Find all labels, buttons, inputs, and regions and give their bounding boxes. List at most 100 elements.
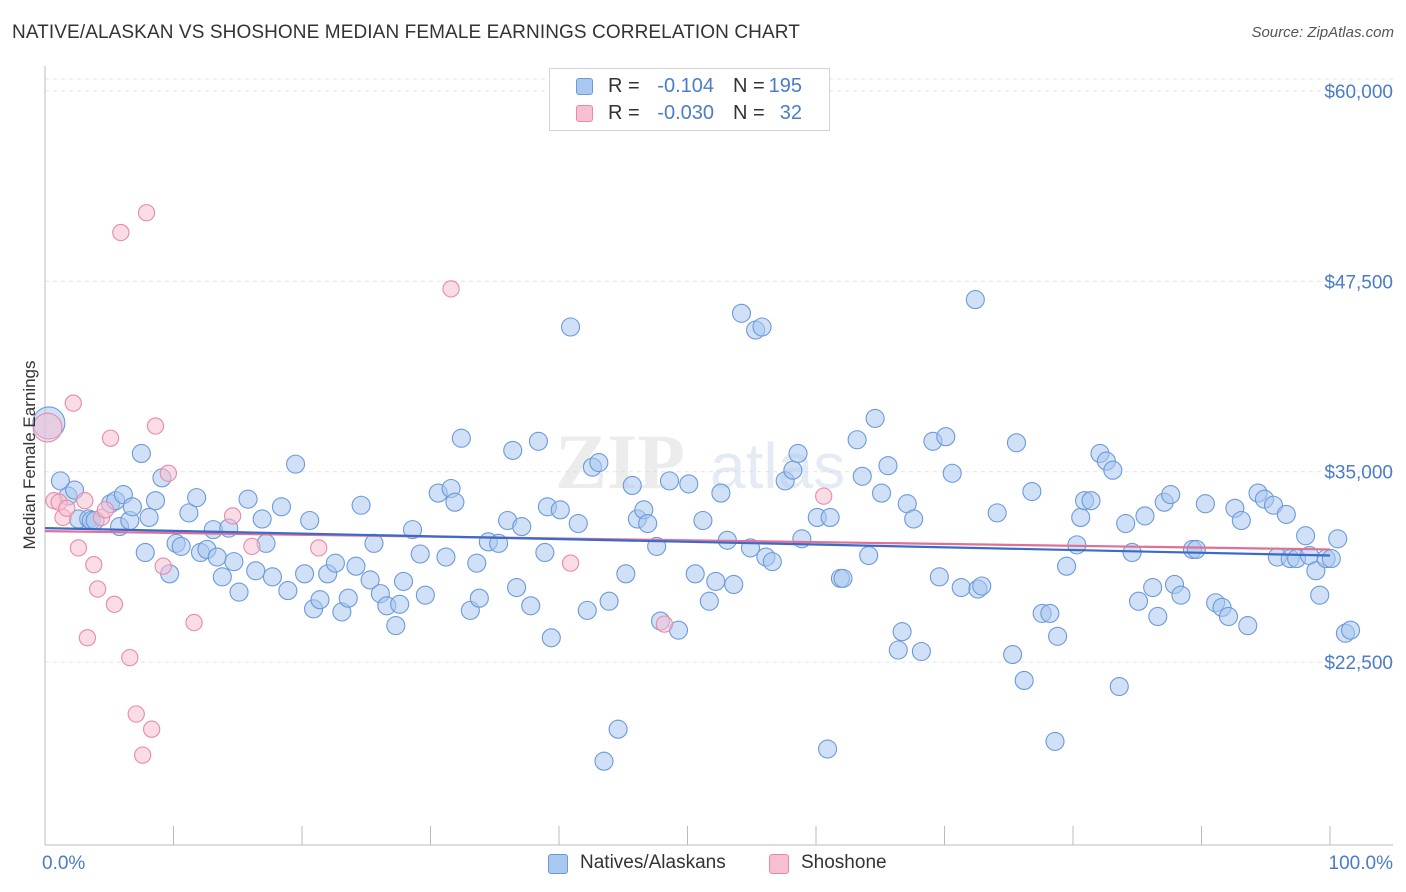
natives-point	[351, 495, 371, 515]
natives-point	[507, 577, 527, 598]
natives-point	[521, 596, 541, 616]
shoshone-point	[243, 537, 261, 556]
natives-point	[131, 443, 151, 464]
legend-n-value: 32	[779, 102, 802, 124]
natives-point	[187, 488, 207, 508]
natives-point	[936, 427, 956, 447]
natives-point	[229, 582, 249, 602]
natives-point	[1128, 591, 1149, 611]
natives-point	[685, 564, 705, 584]
natives-point	[788, 443, 808, 464]
natives-point	[451, 428, 471, 448]
natives-point	[402, 520, 423, 540]
y-tick-label: $22,500	[1324, 653, 1393, 674]
natives-point	[762, 552, 782, 572]
legend-r-value: -0.104	[657, 75, 714, 97]
natives-point	[577, 600, 597, 620]
natives-point	[1218, 606, 1239, 627]
shoshone-point	[137, 204, 156, 222]
natives-point	[1116, 513, 1136, 534]
natives-point	[469, 588, 489, 608]
natives-point	[1195, 494, 1215, 514]
shoshone-point	[64, 394, 82, 412]
natives-point	[1321, 549, 1341, 569]
shoshone-point	[112, 223, 130, 242]
x-tick-label-max: 100.0%	[1329, 853, 1394, 874]
shoshone-point	[69, 539, 88, 557]
shoshone-trend-line	[44, 530, 1331, 551]
natives-point	[871, 483, 892, 503]
natives-point	[436, 547, 456, 567]
shoshone-point	[561, 554, 580, 572]
natives-point	[386, 616, 406, 636]
natives-point	[467, 553, 487, 573]
natives-point	[942, 463, 962, 483]
natives-point	[888, 640, 908, 660]
natives-point	[271, 497, 291, 517]
natives-point	[390, 594, 410, 614]
y-tick-label: $35,000	[1324, 463, 1393, 484]
natives-point	[1040, 603, 1060, 623]
bottom-legend-label-shoshone: Shoshone	[801, 852, 887, 873]
natives-point	[589, 453, 609, 473]
bottom-legend-swatch-shoshone	[769, 854, 789, 874]
natives-point	[1186, 539, 1206, 559]
tick-labels: $22,500 $35,000 $47,500 $60,000 0.0% 100.0%	[42, 82, 1393, 874]
natives-point	[1143, 577, 1163, 598]
natives-point	[50, 471, 70, 491]
natives-point	[965, 290, 985, 310]
natives-point	[364, 533, 384, 553]
natives-point	[528, 431, 548, 451]
shoshone-point	[655, 615, 674, 633]
natives-point	[360, 570, 380, 590]
natives-point	[724, 574, 744, 595]
natives-point	[929, 567, 949, 587]
natives-point	[1045, 731, 1065, 751]
natives-point	[659, 471, 680, 491]
natives-point	[295, 564, 315, 584]
shoshone-point	[442, 280, 460, 298]
natives-point	[300, 510, 320, 531]
shoshone-point	[146, 417, 165, 435]
shoshone-point	[76, 492, 94, 510]
bottom-legend-label-natives: Natives/Alaskans	[580, 852, 726, 873]
natives-point	[847, 430, 867, 450]
natives-point	[393, 571, 414, 591]
natives-point	[535, 542, 555, 563]
natives-point	[1057, 556, 1077, 576]
natives-point	[561, 317, 581, 337]
watermark: ZIP atlas	[555, 418, 845, 505]
natives-point	[1328, 529, 1348, 549]
shoshone-point	[105, 595, 124, 613]
natives-point	[852, 466, 872, 486]
natives-point	[541, 628, 561, 648]
natives-point	[325, 553, 345, 573]
natives-point	[415, 585, 435, 605]
natives-point	[207, 547, 227, 567]
natives-point	[410, 544, 430, 564]
natives-point	[1006, 433, 1027, 453]
natives-point	[833, 568, 853, 588]
natives-point	[594, 751, 614, 771]
natives-point	[783, 460, 803, 480]
natives-point	[1048, 626, 1068, 646]
y-tick-label: $47,500	[1324, 272, 1393, 293]
y-axis-title: Median Female Earnings	[20, 361, 39, 550]
natives-point	[338, 588, 358, 608]
shoshone-point	[159, 464, 178, 482]
legend-n-value: 195	[768, 75, 802, 97]
natives-point	[731, 303, 752, 323]
natives-point	[568, 513, 588, 534]
legend-n-label: N =	[733, 102, 765, 124]
natives-point	[1081, 491, 1101, 511]
natives-point	[286, 454, 306, 474]
shoshone-point	[101, 429, 120, 447]
natives-point	[1306, 561, 1326, 581]
source-label: Source: ZipAtlas.com	[1251, 24, 1394, 41]
natives-point	[224, 552, 244, 572]
natives-point	[1341, 620, 1361, 640]
shoshone-point	[154, 557, 172, 575]
natives-point	[608, 719, 628, 739]
bottom-legend-swatch-natives	[548, 854, 568, 874]
natives-point	[972, 576, 992, 596]
